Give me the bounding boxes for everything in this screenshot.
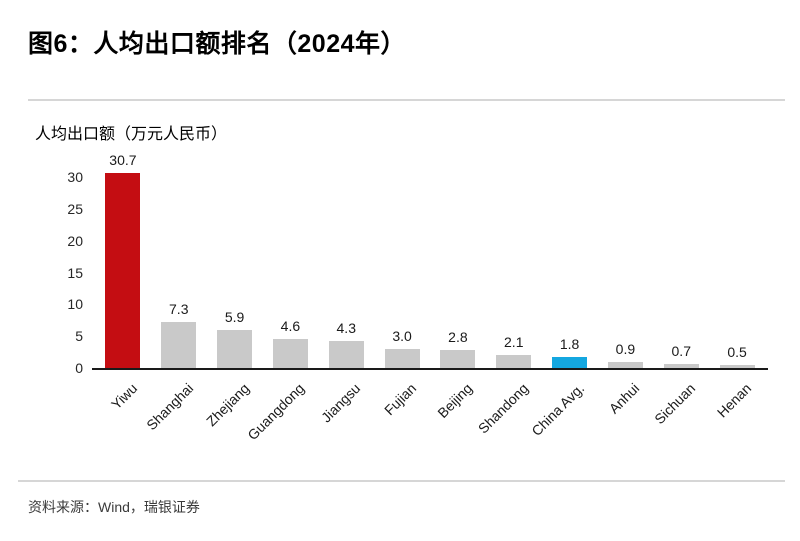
x-axis-line [92,368,768,370]
footer-divider [18,480,785,482]
x-axis-label: Shanghai [142,380,197,434]
bar-value-label: 7.3 [169,300,189,317]
bar-value-label: 2.1 [504,333,524,350]
y-axis-tick: 10 [67,296,83,313]
bar-jiangsu [328,340,364,368]
y-axis-tick: 20 [67,232,83,249]
y-axis-tick: 15 [67,264,83,281]
bar-henan [719,364,755,368]
bar-value-label: 4.3 [336,319,356,336]
x-axis-label: Beijing [434,380,476,422]
bar-value-label: 0.7 [671,342,691,359]
x-axis-label: Jiangsu [318,380,364,426]
bar-china-avg [552,356,588,368]
bar-value-label: 30.7 [109,151,137,168]
bar-chart: 0 5 10 15 20 25 30 30.7 Yiwu 7.3 Shanghai 5.9 Zhejia… [67,152,768,443]
x-axis-label: Shandong [474,380,532,437]
x-axis-label: China Avg. [527,380,587,440]
y-axis-title: 人均出口额（万元人民币） [35,126,228,143]
figure-title: 图6：人均出口额排名（2024年） [28,30,407,58]
source-note: 资料来源：Wind，瑞银证券 [28,499,200,515]
x-axis-label: Sichuan [651,380,699,428]
bar-zhejiang [217,330,253,368]
y-axis-tick: 30 [67,169,83,185]
bar-guangdong [272,338,308,368]
bar-anhui [607,362,643,368]
x-axis-label: Fujian [381,380,420,419]
x-axis-label: Guangdong [244,380,308,444]
bar-yiwu [105,172,141,368]
x-axis-label: Henan [713,380,755,421]
bar-value-label: 2.8 [448,329,468,346]
bar-value-label: 5.9 [224,309,245,326]
bar-value-label: 3.0 [392,327,412,344]
y-axis-tick: 0 [75,360,83,376]
bar-value-label: 0.5 [727,343,747,360]
top-divider [28,99,785,101]
bar-sichuan [663,363,699,368]
bar-value-label: 4.6 [280,317,301,334]
x-axis-label: Yiwu [107,380,141,413]
y-axis-tick: 25 [67,200,83,217]
bar-shanghai [161,321,197,368]
y-axis-tick: 5 [75,328,83,345]
bar-value-label: 0.9 [615,341,636,358]
bar-shandong [496,354,532,368]
x-axis-label: Zhejiang [202,380,252,430]
bar-value-label: 1.8 [559,335,580,352]
x-axis-label: Anhui [606,380,643,417]
bar-fujian [384,348,420,368]
bar-beijing [440,350,476,368]
